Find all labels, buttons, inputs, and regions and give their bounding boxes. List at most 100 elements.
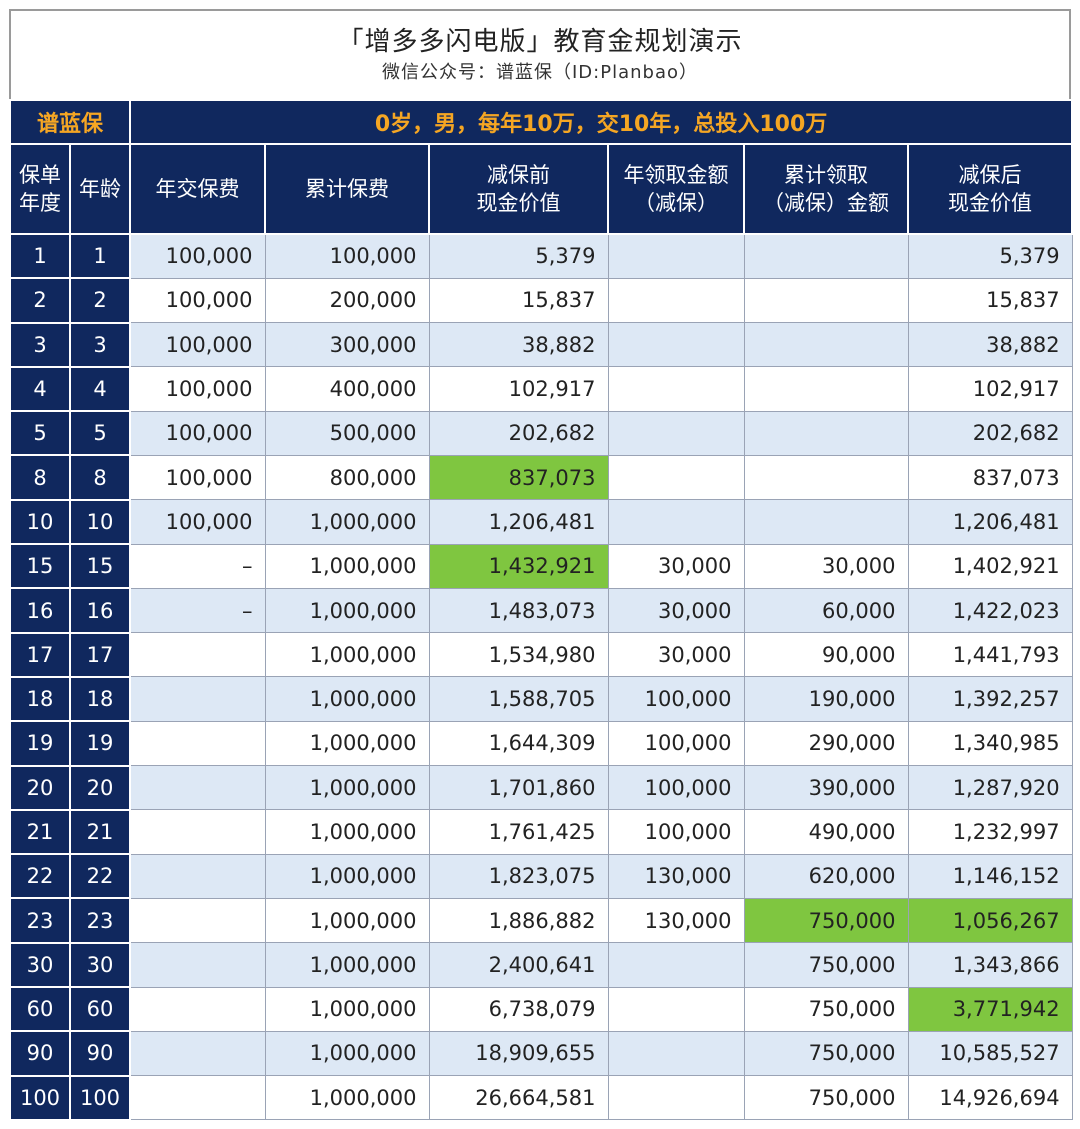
cell-annual-premium: – (129, 587, 266, 634)
cell-cash-value-after: 1,441,793 (907, 632, 1073, 678)
cell-age: 23 (68, 897, 132, 944)
table-row: 3 3 100,000 300,000 38,882 38,882 (9, 321, 1073, 368)
illustration-sheet: 「增多多闪电版」教育金规划演示 微信公众号：谱蓝保（ID:Planbao） 谱蓝… (8, 9, 1074, 1121)
cell-cash-value-after: 15,837 (907, 277, 1073, 324)
cell-annual-premium: 100,000 (129, 454, 266, 501)
cell-cash-value-after: 202,682 (907, 410, 1073, 456)
cell-cumulative-premium: 500,000 (264, 410, 430, 456)
cell-cumulative-withdrawal: 30,000 (743, 543, 909, 589)
cell-cash-value-before: 1,588,705 (428, 676, 609, 722)
cell-cumulative-premium: 1,000,000 (264, 720, 430, 767)
cell-cash-value-after: 837,073 (907, 454, 1073, 501)
cell-policy-year: 17 (9, 631, 71, 678)
cell-policy-year: 1 (9, 232, 71, 280)
cell-annual-premium: 100,000 (129, 410, 266, 456)
cell-annual-withdrawal: 100,000 (607, 809, 745, 855)
cell-cumulative-withdrawal (743, 366, 909, 412)
brand-row: 谱蓝保 0岁，男，每年10万，交10年，总投入100万 (8, 99, 1074, 145)
cell-annual-withdrawal: 100,000 (607, 676, 745, 722)
cell-policy-year: 10 (9, 498, 71, 546)
cell-annual-withdrawal (607, 277, 745, 324)
cell-age: 18 (68, 675, 132, 723)
cell-cash-value-after: 102,917 (907, 366, 1073, 412)
cell-cash-value-before: 837,073 (428, 454, 609, 501)
cell-annual-withdrawal (607, 942, 745, 988)
cell-cash-value-before: 102,917 (428, 366, 609, 412)
cell-cumulative-withdrawal: 750,000 (743, 897, 909, 944)
header-policy-year: 保单 年度 (9, 143, 71, 235)
cell-cumulative-premium: 1,000,000 (264, 676, 430, 722)
cell-cash-value-after: 1,056,267 (907, 897, 1073, 944)
cell-cumulative-premium: 1,000,000 (264, 543, 430, 589)
cell-cumulative-premium: 1,000,000 (264, 1030, 430, 1077)
cell-age: 2 (68, 277, 132, 324)
cell-cash-value-after: 38,882 (907, 322, 1073, 368)
cell-cumulative-withdrawal (743, 499, 909, 545)
brand-label: 谱蓝保 (8, 99, 132, 145)
cell-annual-withdrawal: 130,000 (607, 897, 745, 944)
cell-annual-withdrawal: 100,000 (607, 765, 745, 811)
cell-cumulative-premium: 1,000,000 (264, 1075, 430, 1121)
cell-annual-premium (129, 1075, 266, 1121)
table-row: 20 20 1,000,000 1,701,860 100,000 390,000 1,28… (9, 764, 1073, 811)
cell-cumulative-withdrawal (743, 454, 909, 501)
cell-cumulative-withdrawal: 750,000 (743, 942, 909, 988)
cell-cash-value-after: 1,232,997 (907, 809, 1073, 855)
cell-policy-year: 16 (9, 587, 71, 634)
cell-age: 30 (68, 941, 132, 989)
cell-age: 1 (68, 232, 132, 280)
table-row: 4 4 100,000 400,000 102,917 102,917 (9, 365, 1073, 413)
table-row: 30 30 1,000,000 2,400,641 750,000 1,343,866 (9, 941, 1073, 989)
cell-policy-year: 2 (9, 277, 71, 324)
table-row: 100 100 1,000,000 26,664,581 750,000 14,926,6… (9, 1074, 1073, 1121)
cell-annual-withdrawal: 130,000 (607, 853, 745, 899)
page-subtitle: 微信公众号：谱蓝保（ID:Planbao） (382, 62, 698, 83)
cell-age: 21 (68, 808, 132, 856)
cell-annual-withdrawal (607, 1075, 745, 1121)
cell-cumulative-premium: 300,000 (264, 322, 430, 368)
header-row: 保单 年度 年龄 年交保费 累计保费 减保前 现金价值 年领取金额 （减保） 累计领取… (9, 143, 1074, 235)
cell-annual-withdrawal (607, 410, 745, 456)
cell-annual-premium (129, 676, 266, 722)
cell-cash-value-after: 1,392,257 (907, 676, 1073, 722)
header-cumulative-premium: 累计保费 (264, 143, 431, 235)
cell-cash-value-after: 10,585,527 (907, 1030, 1073, 1077)
cell-cash-value-before: 1,761,425 (428, 809, 609, 855)
cell-age: 8 (68, 454, 132, 501)
cell-policy-year: 30 (9, 941, 71, 989)
cell-cumulative-withdrawal (743, 322, 909, 368)
cell-annual-premium: 100,000 (129, 366, 266, 412)
page-title: 「增多多闪电版」教育金规划演示 (337, 27, 743, 57)
header-age: 年龄 (68, 143, 132, 235)
cell-annual-withdrawal: 100,000 (607, 720, 745, 767)
cell-cumulative-premium: 1,000,000 (264, 499, 430, 545)
cell-policy-year: 23 (9, 897, 71, 944)
cell-cumulative-withdrawal: 90,000 (743, 632, 909, 678)
cell-annual-premium: – (129, 543, 266, 589)
cell-annual-premium (129, 632, 266, 678)
cell-cash-value-after: 1,422,023 (907, 587, 1073, 634)
cell-annual-withdrawal (607, 366, 745, 412)
table-row: 8 8 100,000 800,000 837,073 837,073 (9, 454, 1073, 501)
cell-cash-value-before: 1,534,980 (428, 632, 609, 678)
cell-cumulative-withdrawal (743, 410, 909, 456)
cell-cash-value-before: 1,483,073 (428, 587, 609, 634)
cell-annual-premium: 100,000 (129, 499, 266, 545)
cell-cash-value-after: 1,343,866 (907, 942, 1073, 988)
table-row: 16 16–1,000,000 1,483,073 30,000 60,000 1,422… (9, 587, 1073, 634)
table-row: 21 21 1,000,000 1,761,425 100,000 490,000 1,23… (9, 808, 1073, 856)
cell-cash-value-before: 1,701,860 (428, 765, 609, 811)
cell-cumulative-premium: 400,000 (264, 366, 430, 412)
cell-age: 10 (68, 498, 132, 546)
cell-cash-value-before: 1,644,309 (428, 720, 609, 767)
cell-cash-value-after: 1,287,920 (907, 765, 1073, 811)
cell-age: 22 (68, 853, 132, 900)
cell-cash-value-after: 1,340,985 (907, 720, 1073, 767)
cell-age: 3 (68, 321, 132, 368)
cell-cumulative-premium: 1,000,000 (264, 765, 430, 811)
cell-cash-value-after: 5,379 (907, 233, 1073, 279)
table-row: 18 18 1,000,000 1,588,705 100,000 190,000 1,39… (9, 675, 1073, 723)
cell-cash-value-before: 1,206,481 (428, 499, 609, 545)
table-row: 2 2 100,000 200,000 15,837 15,837 (9, 277, 1073, 324)
cell-annual-premium (129, 720, 266, 767)
